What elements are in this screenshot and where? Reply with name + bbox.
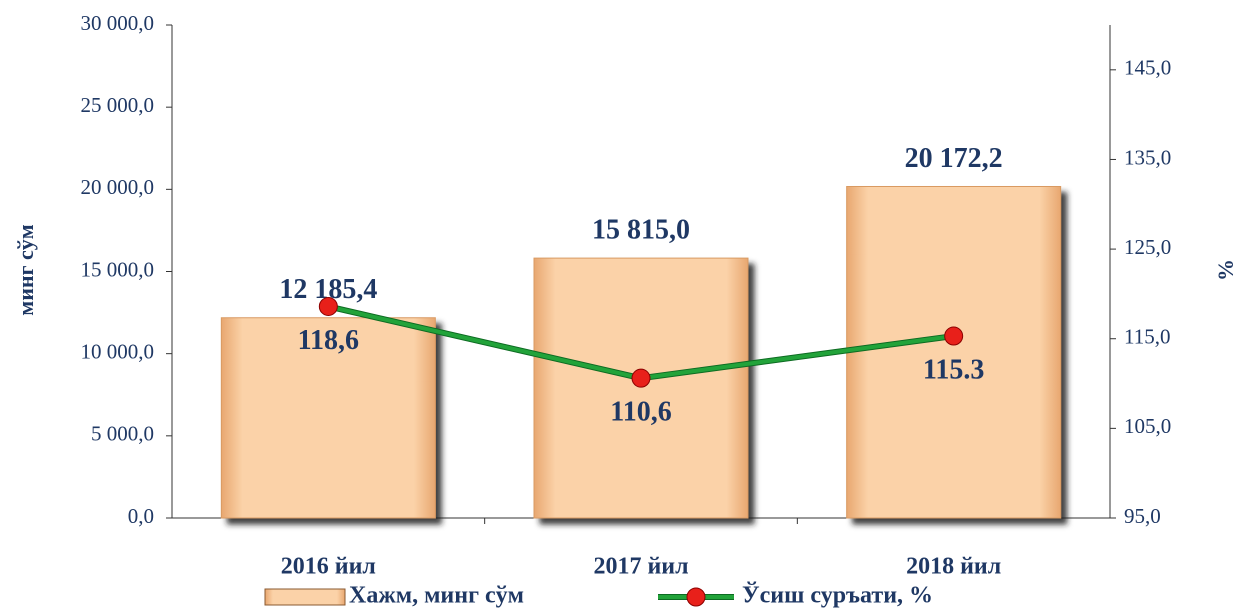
bar-value-label: 20 172,2 (905, 143, 1003, 174)
y-tick-label: 5 000,0 (91, 422, 154, 446)
legend-label: Ўсиш суръати, % (742, 583, 933, 609)
legend-swatch (264, 588, 346, 606)
y2-tick-label: 105,0 (1124, 414, 1171, 438)
y-tick-label: 20 000,0 (81, 175, 155, 199)
y2-tick-label: 95,0 (1124, 504, 1161, 528)
y2-axis-label: % (1213, 259, 1238, 281)
line-value-label: 110,6 (610, 397, 671, 428)
bar (846, 186, 1062, 519)
x-tick-label: 2016 йил (281, 554, 376, 580)
y2-tick-label: 135,0 (1124, 145, 1171, 169)
y-tick-label: 10 000,0 (81, 339, 155, 363)
line-marker (944, 326, 964, 346)
bar (220, 317, 436, 519)
line-value-label: 115.3 (923, 354, 984, 385)
y-axis-label: минг сўм (13, 224, 38, 316)
y-tick-label: 25 000,0 (81, 93, 155, 117)
legend-marker (686, 587, 706, 607)
bar-value-label: 15 815,0 (592, 215, 690, 246)
y-tick-label: 30 000,0 (81, 11, 155, 35)
y-tick-label: 0,0 (128, 504, 154, 528)
bar (533, 257, 749, 519)
line-marker (631, 368, 651, 388)
y2-tick-label: 115,0 (1124, 325, 1170, 349)
line-marker (318, 296, 338, 316)
y-tick-label: 15 000,0 (81, 257, 155, 281)
x-tick-label: 2018 йил (906, 554, 1001, 580)
y2-tick-label: 145,0 (1124, 56, 1171, 80)
line-value-label: 118,6 (298, 325, 359, 356)
legend-label: Хажм, минг сўм (349, 583, 524, 609)
x-tick-label: 2017 йил (593, 554, 688, 580)
y2-tick-label: 125,0 (1124, 235, 1171, 259)
